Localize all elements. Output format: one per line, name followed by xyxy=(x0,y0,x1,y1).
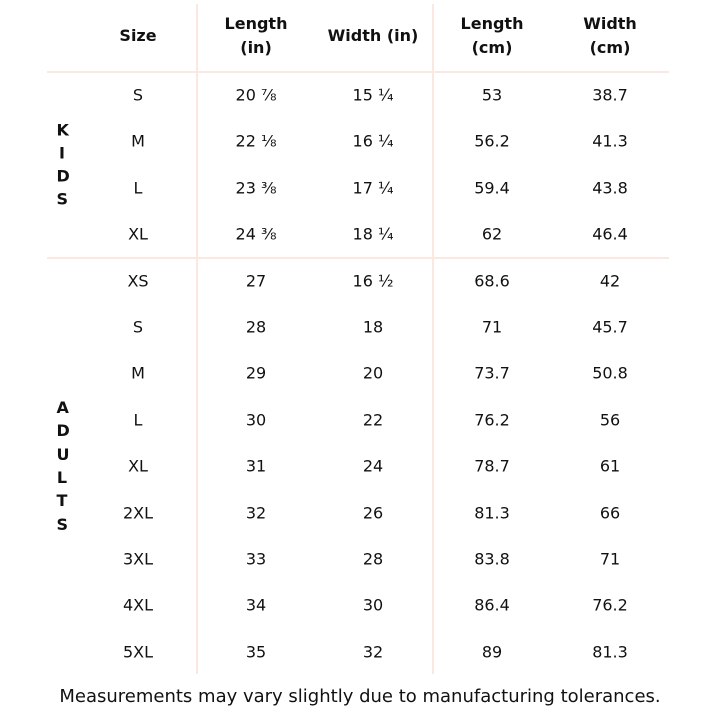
table-cell: 42 xyxy=(599,271,621,291)
table-cell: 41.3 xyxy=(592,131,628,151)
group-divider xyxy=(47,71,669,73)
table-cell: 73.7 xyxy=(474,363,510,383)
table-cell: 50.8 xyxy=(592,363,628,383)
table-cell: 20 xyxy=(362,363,384,383)
table-cell: 35 xyxy=(245,642,267,662)
table-cell: 76.2 xyxy=(474,410,510,430)
table-cell: 76.2 xyxy=(592,595,628,615)
table-cell: 28 xyxy=(362,549,384,569)
table-cell: 28 xyxy=(245,317,267,337)
table-cell: 89 xyxy=(481,642,503,662)
table-cell: 18 ¼ xyxy=(352,224,394,244)
table-cell: 33 xyxy=(245,549,267,569)
table-cell: 26 xyxy=(362,503,384,523)
column-divider xyxy=(432,4,434,674)
table-cell: 61 xyxy=(599,456,621,476)
group-divider xyxy=(47,256,669,259)
footer-note: Measurements may vary slightly due to ma… xyxy=(59,686,661,707)
column-header: Width (in) xyxy=(327,26,419,45)
table-cell: M xyxy=(131,363,145,383)
table-cell: 29 xyxy=(245,363,267,383)
column-header: Length (in) xyxy=(224,14,288,57)
table-cell: 5XL xyxy=(122,642,154,662)
group-label: ADULTS xyxy=(56,398,70,534)
table-cell: 81.3 xyxy=(474,503,510,523)
column-header: Width (cm) xyxy=(583,14,637,57)
table-cell: 56 xyxy=(599,410,621,430)
table-cell: 22 xyxy=(362,410,384,430)
table-cell: 56.2 xyxy=(474,131,510,151)
column-divider xyxy=(196,4,198,674)
column-header: Size xyxy=(119,26,157,45)
table-cell: XS xyxy=(127,271,149,291)
table-cell: 59.4 xyxy=(474,178,510,198)
table-cell: 3XL xyxy=(122,549,154,569)
table-cell: 31 xyxy=(245,456,267,476)
table-cell: 53 xyxy=(481,85,503,105)
table-cell: 20 ⅞ xyxy=(235,85,277,105)
table-cell: 43.8 xyxy=(592,178,628,198)
table-cell: 38.7 xyxy=(592,85,628,105)
table-cell: 68.6 xyxy=(474,271,510,291)
table-cell: L xyxy=(133,410,143,430)
group-label: KIDS xyxy=(56,120,70,209)
table-cell: 4XL xyxy=(122,595,154,615)
table-cell: L xyxy=(133,178,143,198)
table-cell: 22 ⅛ xyxy=(235,131,277,151)
table-cell: 46.4 xyxy=(592,224,628,244)
table-cell: XL xyxy=(128,224,148,244)
table-cell: 30 xyxy=(362,595,384,615)
table-cell: 71 xyxy=(599,549,621,569)
column-header: Length (cm) xyxy=(460,14,524,57)
table-cell: 66 xyxy=(599,503,621,523)
table-cell: S xyxy=(132,317,144,337)
table-cell: 16 ½ xyxy=(352,271,394,291)
table-cell: 24 ⅜ xyxy=(235,224,277,244)
table-cell: 30 xyxy=(245,410,267,430)
table-cell: 71 xyxy=(481,317,503,337)
table-cell: 32 xyxy=(245,503,267,523)
table-cell: 16 ¼ xyxy=(352,131,394,151)
table-cell: 81.3 xyxy=(592,642,628,662)
table-cell: 15 ¼ xyxy=(352,85,394,105)
table-cell: S xyxy=(132,85,144,105)
table-cell: XL xyxy=(128,456,148,476)
table-cell: 34 xyxy=(245,595,267,615)
table-cell: 2XL xyxy=(122,503,154,523)
table-cell: 24 xyxy=(362,456,384,476)
table-cell: M xyxy=(131,131,145,151)
table-cell: 78.7 xyxy=(474,456,510,476)
table-cell: 62 xyxy=(481,224,503,244)
table-cell: 45.7 xyxy=(592,317,628,337)
table-cell: 32 xyxy=(362,642,384,662)
table-cell: 86.4 xyxy=(474,595,510,615)
table-cell: 18 xyxy=(362,317,384,337)
table-cell: 27 xyxy=(245,271,267,291)
table-cell: 17 ¼ xyxy=(352,178,394,198)
table-cell: 23 ⅜ xyxy=(235,178,277,198)
table-cell: 83.8 xyxy=(474,549,510,569)
